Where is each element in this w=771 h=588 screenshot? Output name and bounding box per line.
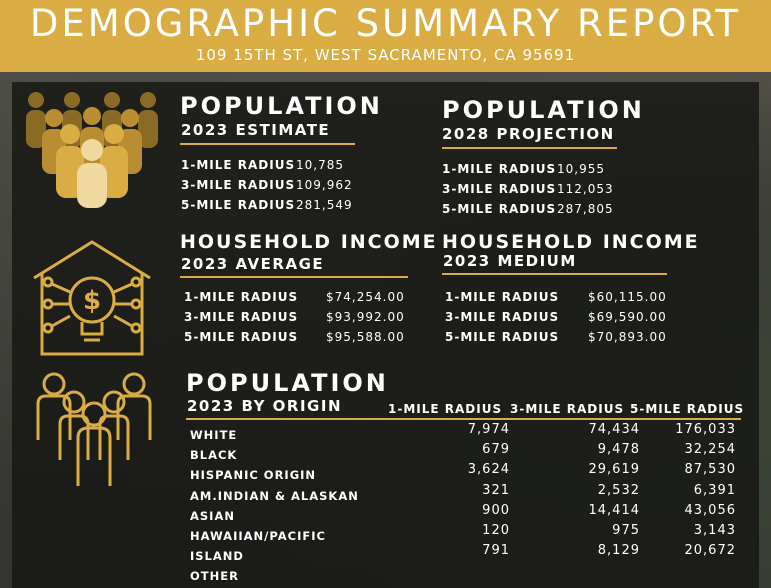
origin-row-value: 3,143 <box>693 523 736 538</box>
origin-subheading: 2023 BY ORIGIN <box>187 397 342 415</box>
row-value: 112,053 <box>557 182 614 196</box>
svg-text:$: $ <box>83 286 101 316</box>
pop2028-heading: POPULATION <box>442 96 645 124</box>
origin-row-value: 321 <box>482 482 510 498</box>
row-label: 3-MILE RADIUS <box>442 182 557 196</box>
row-value: 109,962 <box>296 178 353 192</box>
pop2023-heading: POPULATION <box>180 92 383 120</box>
pop2023-rule <box>180 143 355 145</box>
income-avg-row-1: 1-MILE RADIUS $74,254.00 <box>184 290 404 304</box>
row-label: 5-MILE RADIUS <box>181 198 296 212</box>
origin-row-value: 43,056 <box>684 502 736 518</box>
row-value: $93,992.00 <box>326 310 405 324</box>
row-value: $60,115.00 <box>588 290 667 304</box>
origin-row-value: 29,619 <box>588 462 640 478</box>
row-label: 3-MILE RADIUS <box>445 310 560 324</box>
report-title: DEMOGRAPHIC SUMMARY REPORT <box>29 2 742 45</box>
origin-col-3: 5-MILE RADIUS <box>630 402 745 416</box>
origin-row-value: 6,391 <box>693 482 736 498</box>
row-value: $70,893.00 <box>588 330 667 344</box>
origin-row-value: 120 <box>482 523 510 538</box>
row-value: $74,254.00 <box>326 290 405 304</box>
origin-row-label: BLACK <box>190 448 238 463</box>
income-med-subheading: 2023 MEDIUM <box>443 252 577 270</box>
row-value: 281,549 <box>296 198 353 212</box>
origin-row-value: 74,434 <box>588 422 640 437</box>
origin-row-value: 791 <box>482 543 510 559</box>
origin-row-label: ISLAND <box>190 549 244 564</box>
origin-row-value: 87,530 <box>684 462 736 478</box>
income-avg-row-2: 3-MILE RADIUS $93,992.00 <box>184 310 404 324</box>
origin-row-value: 176,033 <box>675 422 736 437</box>
row-value: 287,805 <box>557 202 614 216</box>
pop2028-subheading: 2028 PROJECTION <box>442 125 615 143</box>
origin-col-2: 3-MILE RADIUS <box>510 402 625 416</box>
row-label: 1-MILE RADIUS <box>184 290 299 304</box>
origin-row: OTHER <box>190 569 740 587</box>
row-label: 1-MILE RADIUS <box>181 158 296 172</box>
origin-row-value: 32,254 <box>684 442 736 458</box>
row-label: 3-MILE RADIUS <box>184 310 299 324</box>
origin-row-label: HAWAIIAN/PACIFIC <box>190 529 326 543</box>
origin-row: ASIAN 900 14,414 43,056 <box>190 503 740 527</box>
row-value: $95,588.00 <box>326 330 405 344</box>
origin-row-label: HISPANIC ORIGIN <box>190 468 317 483</box>
row-value: 10,955 <box>557 162 605 176</box>
row-label: 5-MILE RADIUS <box>445 330 560 344</box>
origin-row: WHITE 7,974 74,434 176,033 <box>190 422 740 446</box>
origin-col-1: 1-MILE RADIUS <box>388 402 503 416</box>
origin-row-value: 9,478 <box>597 442 640 458</box>
origin-row-label: WHITE <box>190 428 238 442</box>
pop2023-row-1: 1-MILE RADIUS 10,785 <box>181 158 343 172</box>
income-med-rule <box>442 273 667 275</box>
row-label: 5-MILE RADIUS <box>442 202 557 216</box>
title-banner: DEMOGRAPHIC SUMMARY REPORT 109 15TH ST, … <box>0 0 771 72</box>
origin-row-value: 2,532 <box>597 482 640 498</box>
origin-row: AM.INDIAN & ALASKAN 321 2,532 6,391 <box>190 483 740 507</box>
origin-row: ISLAND 791 8,129 20,672 <box>190 543 740 567</box>
income-med-heading: HOUSEHOLD INCOME <box>442 231 700 253</box>
property-address: 109 15TH ST, WEST SACRAMENTO, CA 95691 <box>195 46 576 64</box>
pop2028-row-1: 1-MILE RADIUS 10,955 <box>442 162 604 176</box>
family-outline-icon <box>36 372 152 486</box>
origin-rule <box>186 418 741 420</box>
income-avg-rule <box>180 276 408 278</box>
pop2023-row-3: 5-MILE RADIUS 281,549 <box>181 198 352 212</box>
origin-row-value: 20,672 <box>684 543 736 559</box>
origin-row: HAWAIIAN/PACIFIC 120 975 3,143 <box>190 523 740 547</box>
origin-row-label: OTHER <box>190 569 239 584</box>
origin-row-value: 679 <box>482 442 510 458</box>
origin-row: HISPANIC ORIGIN 3,624 29,619 87,530 <box>190 462 740 486</box>
pop2028-row-3: 5-MILE RADIUS 287,805 <box>442 202 613 216</box>
house-lightbulb-icon: $ <box>33 240 151 356</box>
origin-row: BLACK 679 9,478 32,254 <box>190 442 740 466</box>
row-value: $69,590.00 <box>588 310 667 324</box>
origin-row-value: 900 <box>482 502 510 518</box>
row-label: 1-MILE RADIUS <box>442 162 557 176</box>
pop2028-rule <box>442 147 617 149</box>
origin-row-value: 975 <box>612 523 640 538</box>
origin-row-value: 8,129 <box>597 543 640 559</box>
origin-row-value: 14,414 <box>588 502 640 518</box>
origin-row-value: 7,974 <box>467 422 510 437</box>
income-avg-heading: HOUSEHOLD INCOME <box>180 231 438 253</box>
income-med-row-2: 3-MILE RADIUS $69,590.00 <box>445 310 666 324</box>
row-label: 5-MILE RADIUS <box>184 330 299 344</box>
origin-heading: POPULATION <box>186 369 389 397</box>
income-med-row-3: 5-MILE RADIUS $70,893.00 <box>445 330 666 344</box>
pop2023-subheading: 2023 ESTIMATE <box>181 121 331 139</box>
origin-row-label: AM.INDIAN & ALASKAN <box>190 488 359 503</box>
origin-row-label: ASIAN <box>190 508 235 523</box>
income-med-row-1: 1-MILE RADIUS $60,115.00 <box>445 290 666 304</box>
row-label: 1-MILE RADIUS <box>445 290 560 304</box>
row-label: 3-MILE RADIUS <box>181 178 296 192</box>
income-avg-row-3: 5-MILE RADIUS $95,588.00 <box>184 330 404 344</box>
income-avg-subheading: 2023 AVERAGE <box>181 255 325 273</box>
pop2023-row-2: 3-MILE RADIUS 109,962 <box>181 178 352 192</box>
origin-row-value: 3,624 <box>467 462 510 478</box>
pop2028-row-2: 3-MILE RADIUS 112,053 <box>442 182 613 196</box>
people-group-icon <box>26 92 158 208</box>
row-value: 10,785 <box>296 158 344 172</box>
